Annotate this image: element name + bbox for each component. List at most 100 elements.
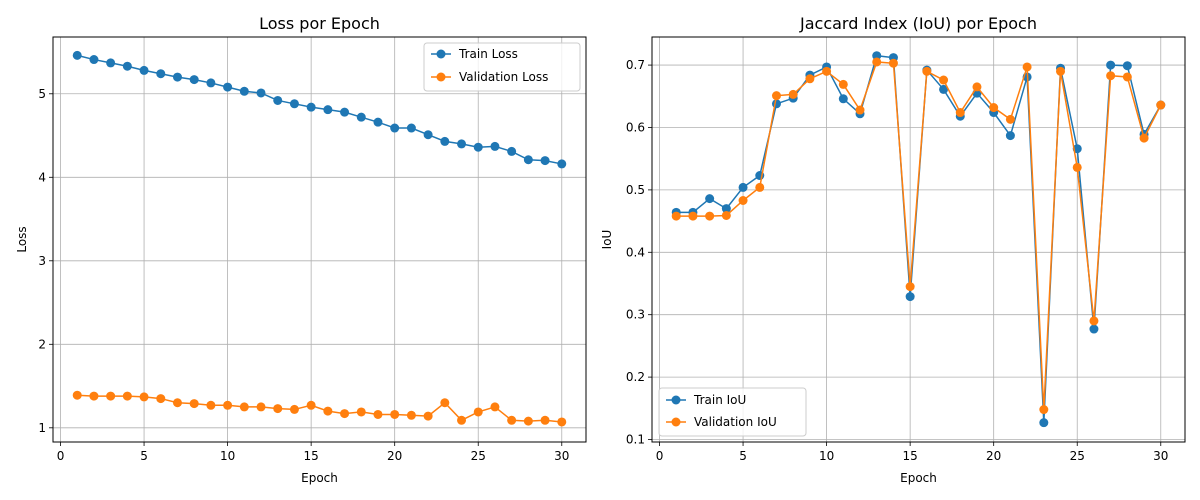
train-loss-point — [189, 75, 199, 85]
loss-x-tick-label: 15 — [304, 449, 319, 463]
validation-loss-point — [340, 409, 350, 419]
validation-loss-point — [473, 407, 483, 417]
train-iou-point — [705, 194, 715, 204]
iou-plot-frame — [651, 36, 1186, 443]
train-loss-point — [273, 95, 283, 105]
iou-x-tick-label: 10 — [819, 449, 834, 463]
legend-train-iou-marker — [671, 395, 681, 405]
train-iou-point — [1122, 61, 1132, 71]
validation-loss-point — [223, 400, 233, 410]
train-iou-point — [1106, 60, 1116, 70]
validation-loss-point — [390, 409, 400, 419]
validation-iou-point — [705, 211, 715, 221]
validation-iou-point — [738, 195, 748, 205]
train-loss-point — [390, 123, 400, 133]
train-loss-point — [156, 69, 166, 79]
legend-train-loss-label: Train Loss — [458, 47, 518, 61]
train-iou-point — [905, 292, 915, 302]
train-loss-point — [306, 102, 316, 112]
train-loss-point — [457, 139, 467, 149]
train-loss-point — [139, 65, 149, 75]
train-iou-point — [872, 51, 882, 61]
loss-ticks: 0 5 10 15 20 25 30 1 2 3 4 5 — [38, 87, 569, 463]
validation-loss-point — [356, 407, 366, 417]
validation-loss-point — [172, 398, 182, 408]
iou-y-tick-label: 0.5 — [626, 183, 645, 197]
validation-iou-point — [1156, 100, 1166, 110]
legend-validation-loss-marker — [436, 72, 446, 82]
train-loss-point — [172, 72, 182, 82]
validation-iou-point — [788, 89, 798, 99]
validation-iou-point — [688, 211, 698, 221]
iou-chart-title: Jaccard Index (IoU) por Epoch — [799, 14, 1037, 33]
train-loss-point — [406, 123, 416, 133]
iou-x-tick-label: 20 — [986, 449, 1001, 463]
loss-chart-title: Loss por Epoch — [259, 14, 380, 33]
train-iou-point — [838, 94, 848, 104]
iou-series — [671, 51, 1166, 428]
validation-iou-point — [755, 182, 765, 192]
train-loss-point — [440, 136, 450, 146]
train-loss-point — [256, 88, 266, 98]
validation-loss-point — [423, 411, 433, 421]
train-loss-point — [239, 86, 249, 96]
validation-iou-point — [972, 82, 982, 92]
validation-loss-point — [440, 398, 450, 408]
validation-loss-point — [490, 402, 500, 412]
iou-x-tick-label: 0 — [656, 449, 664, 463]
validation-iou-point — [955, 108, 965, 118]
validation-loss-point — [523, 416, 533, 426]
train-iou-point — [1005, 131, 1015, 141]
validation-loss-point — [457, 415, 467, 425]
train-loss-point — [122, 61, 132, 71]
validation-loss-point — [239, 402, 249, 412]
validation-iou-point — [1122, 72, 1132, 82]
validation-iou-point — [671, 211, 681, 221]
loss-y-tick-label: 4 — [38, 170, 46, 184]
train-loss-point — [473, 142, 483, 152]
validation-loss-point — [406, 410, 416, 420]
loss-x-axis-label: Epoch — [301, 471, 338, 485]
validation-loss-point — [306, 400, 316, 410]
loss-legend: Train Loss Validation Loss — [423, 42, 581, 92]
validation-iou-point — [872, 57, 882, 67]
validation-iou-point — [1089, 316, 1099, 326]
train-loss-point — [356, 112, 366, 122]
iou-y-tick-label: 0.6 — [626, 120, 645, 134]
loss-x-tick-label: 10 — [220, 449, 235, 463]
validation-loss-point — [139, 392, 149, 402]
validation-loss-point — [373, 409, 383, 419]
iou-y-tick-label: 0.1 — [626, 433, 645, 447]
iou-y-axis-label: IoU — [600, 230, 614, 250]
legend-validation-iou-label: Validation IoU — [694, 415, 777, 429]
train-loss-point — [206, 78, 216, 88]
validation-iou-point — [805, 74, 815, 84]
train-loss-point — [323, 105, 333, 115]
legend-validation-loss-label: Validation Loss — [459, 70, 548, 84]
train-loss-point — [340, 107, 350, 117]
loss-y-tick-label: 3 — [38, 254, 46, 268]
loss-grid — [53, 37, 586, 442]
validation-iou-point — [838, 79, 848, 89]
train-iou-point — [1089, 324, 1099, 334]
iou-x-tick-label: 5 — [739, 449, 747, 463]
iou-chart: 0 5 10 15 20 25 30 0.1 0.2 0.3 0.4 0.5 0.6 0.7 Jaccar… — [600, 14, 1186, 485]
validation-iou-point — [1005, 114, 1015, 124]
validation-loss-point — [206, 400, 216, 410]
loss-x-tick-label: 0 — [57, 449, 65, 463]
train-loss-point — [89, 55, 99, 65]
train-loss-point — [72, 50, 82, 60]
validation-iou-point — [989, 103, 999, 113]
validation-iou-point — [888, 58, 898, 68]
iou-ticks: 0 5 10 15 20 25 30 0.1 0.2 0.3 0.4 0.5 0.6 0.7 — [626, 58, 1169, 463]
validation-loss-point — [540, 415, 550, 425]
train-iou-point — [939, 84, 949, 94]
loss-y-axis-label: Loss — [15, 226, 29, 252]
iou-y-tick-label: 0.3 — [626, 308, 645, 322]
validation-loss-point — [289, 404, 299, 414]
validation-loss-point — [156, 394, 166, 404]
validation-loss-point — [89, 391, 99, 401]
validation-loss-point — [557, 417, 567, 427]
